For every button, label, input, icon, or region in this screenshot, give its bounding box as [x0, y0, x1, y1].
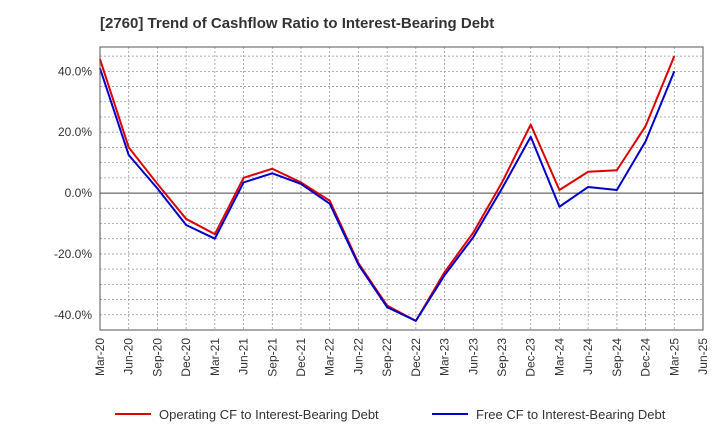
x-tick-label: Dec-24 [639, 338, 653, 377]
legend-swatch-operating-cf [115, 413, 151, 415]
x-tick-label: Jun-21 [237, 338, 251, 375]
x-tick-label: Jun-23 [466, 338, 480, 375]
grid-layer [100, 47, 703, 331]
legend-swatch-free-cf [432, 413, 468, 415]
chart-title: [2760] Trend of Cashflow Ratio to Intere… [100, 15, 495, 32]
x-tick-label: Mar-21 [208, 338, 222, 376]
cashflow-ratio-line-chart: 40.0% 20.0% 0.0% -20.0% -40.0% Mar-20 Jun-20 Se… [54, 46, 710, 377]
plot-area [100, 47, 703, 330]
legend-item-operating-cf: Operating CF to Interest-Bearing Debt [115, 403, 379, 425]
axis-layer: 40.0% 20.0% 0.0% -20.0% -40.0% Mar-20 Jun-20 Se… [54, 46, 710, 377]
legend-label-operating-cf: Operating CF to Interest-Bearing Debt [159, 406, 379, 422]
y-tick-label: -40.0% [54, 308, 92, 322]
y-tick-label: 20.0% [58, 125, 92, 139]
x-tick-label: Mar-22 [323, 338, 337, 376]
x-tick-label: Mar-23 [438, 338, 452, 376]
x-tick-label: Dec-20 [179, 338, 193, 377]
x-tick-label: Jun-20 [122, 338, 136, 375]
x-tick-label: Sep-24 [610, 338, 624, 377]
x-tick-label: Sep-21 [265, 338, 279, 377]
x-tick-label: Dec-22 [409, 338, 423, 377]
y-tick-label: -20.0% [54, 247, 92, 261]
x-tick-label: Jun-22 [351, 338, 365, 375]
x-tick-label: Dec-23 [524, 338, 538, 377]
legend-item-free-cf: Free CF to Interest-Bearing Debt [432, 403, 665, 425]
x-tick-label: Dec-21 [294, 338, 308, 377]
plot-border [99, 46, 704, 331]
series-line-1 [99, 67, 676, 322]
legend: Operating CF to Interest-Bearing Debt Fr… [0, 403, 720, 425]
x-tick-label: Sep-20 [150, 338, 164, 377]
x-tick-label: Mar-20 [93, 338, 107, 376]
x-tick-label: Jun-24 [581, 338, 595, 375]
x-tick-label: Mar-25 [667, 338, 681, 376]
series-layer [99, 55, 676, 322]
x-tick-label: Mar-24 [552, 338, 566, 376]
y-tick-label: 0.0% [65, 186, 93, 200]
x-tick-label: Sep-22 [380, 338, 394, 377]
x-tick-label: Jun-25 [696, 338, 710, 375]
legend-label-free-cf: Free CF to Interest-Bearing Debt [476, 406, 666, 422]
y-tick-label: 40.0% [58, 64, 92, 78]
x-tick-label: Sep-23 [495, 338, 509, 377]
